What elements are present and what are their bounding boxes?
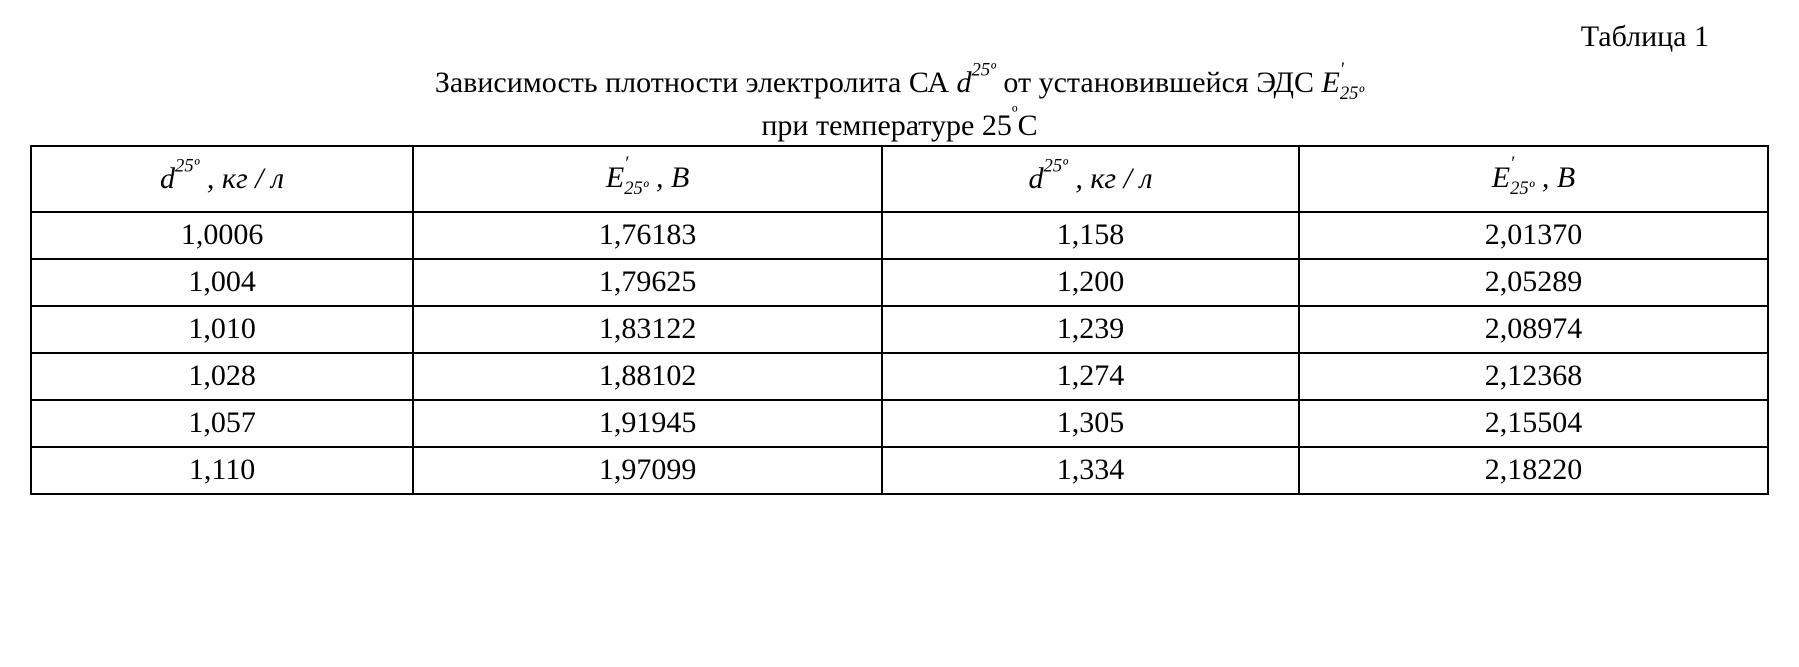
- data-table: d25º , кг / л E′25º , В d25º , кг / л E′…: [30, 145, 1769, 495]
- table-cell: 2,18220: [1299, 447, 1768, 494]
- col-header-d2: d25º , кг / л: [882, 146, 1299, 212]
- table-row: 1,0571,919451,3052,15504: [31, 400, 1768, 447]
- table-cell: 2,15504: [1299, 400, 1768, 447]
- caption-mid: от установившейся ЭДС: [996, 66, 1322, 99]
- table-cell: 1,200: [882, 259, 1299, 306]
- table-cell: 1,79625: [413, 259, 882, 306]
- symbol-e-caption: E′25º: [1321, 66, 1364, 99]
- table-cell: 1,88102: [413, 353, 882, 400]
- table-cell: 1,0006: [31, 212, 413, 259]
- col-header-e1: E′25º , В: [413, 146, 882, 212]
- table-cell: 2,08974: [1299, 306, 1768, 353]
- table-cell: 2,12368: [1299, 353, 1768, 400]
- table-cell: 1,057: [31, 400, 413, 447]
- table-cell: 1,239: [882, 306, 1299, 353]
- table-caption-line2: при температуре 25ºС: [30, 109, 1769, 143]
- table-row: 1,0281,881021,2742,12368: [31, 353, 1768, 400]
- table-header-row: d25º , кг / л E′25º , В d25º , кг / л E′…: [31, 146, 1768, 212]
- table-cell: 1,97099: [413, 447, 882, 494]
- caption-line2-suffix: С: [1018, 109, 1038, 142]
- table-cell: 1,274: [882, 353, 1299, 400]
- symbol-d-caption: d25º: [957, 66, 996, 99]
- table-row: 1,00061,761831,1582,01370: [31, 212, 1768, 259]
- col-header-d1: d25º , кг / л: [31, 146, 413, 212]
- table-cell: 1,83122: [413, 306, 882, 353]
- table-row: 1,0101,831221,2392,08974: [31, 306, 1768, 353]
- col-header-e2: E′25º , В: [1299, 146, 1768, 212]
- table-cell: 1,028: [31, 353, 413, 400]
- table-cell: 1,004: [31, 259, 413, 306]
- table-body: 1,00061,761831,1582,013701,0041,796251,2…: [31, 212, 1768, 494]
- caption-prefix: Зависимость плотности электролита СА: [435, 66, 957, 99]
- table-cell: 2,01370: [1299, 212, 1768, 259]
- table-cell: 1,110: [31, 447, 413, 494]
- table-cell: 1,76183: [413, 212, 882, 259]
- caption-line2-prefix: при температуре 25: [761, 109, 1011, 142]
- table-cell: 2,05289: [1299, 259, 1768, 306]
- table-cell: 1,305: [882, 400, 1299, 447]
- table-row: 1,0041,796251,2002,05289: [31, 259, 1768, 306]
- table-cell: 1,010: [31, 306, 413, 353]
- table-cell: 1,334: [882, 447, 1299, 494]
- table-cell: 1,91945: [413, 400, 882, 447]
- table-row: 1,1101,970991,3342,18220: [31, 447, 1768, 494]
- table-caption-line1: Зависимость плотности электролита СА d25…: [30, 60, 1769, 105]
- table-number-label: Таблица 1: [30, 20, 1769, 54]
- table-cell: 1,158: [882, 212, 1299, 259]
